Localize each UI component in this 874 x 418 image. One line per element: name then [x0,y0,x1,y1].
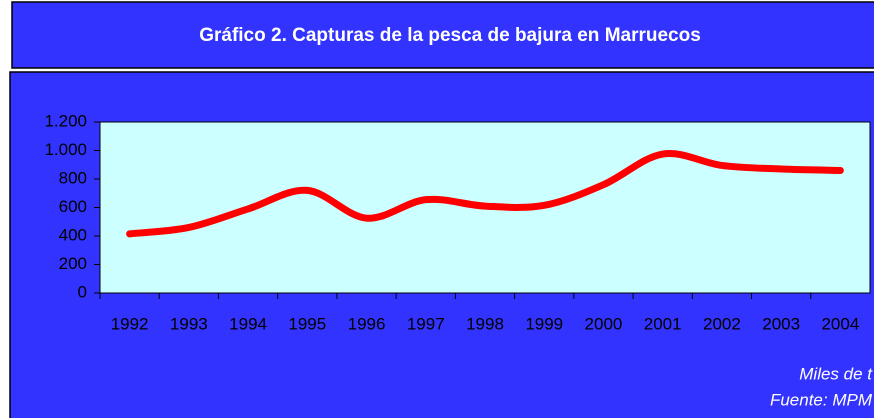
x-tick-label: 1994 [229,314,267,333]
y-tick-label: 800 [59,168,87,187]
y-tick-label: 400 [59,225,87,244]
x-tick-label: 2002 [703,314,741,333]
x-tick-label: 2004 [821,314,859,333]
annotation: Miles de t [799,364,873,383]
x-tick-label: 1992 [111,314,149,333]
line-series [126,150,844,238]
x-tick-label: 1999 [525,314,563,333]
x-tick-label: 1998 [466,314,504,333]
y-tick-label: 200 [59,254,87,273]
y-tick-label: 1.000 [44,140,87,159]
x-tick-label: 1993 [170,314,208,333]
title-band [11,1,874,69]
x-tick-label: 2001 [644,314,682,333]
annotation: Fuente: MPM [770,390,873,409]
y-tick-label: 0 [78,282,87,301]
chart-title: Gráfico 2. Capturas de la pesca de bajur… [199,25,701,46]
x-tick-label: 1996 [348,314,386,333]
x-tick-label: 2003 [762,314,800,333]
y-tick-label: 600 [59,197,87,216]
x-tick-label: 2000 [585,314,623,333]
x-tick-label: 1997 [407,314,445,333]
y-tick-label: 1.200 [44,111,87,130]
x-tick-label: 1995 [288,314,326,333]
